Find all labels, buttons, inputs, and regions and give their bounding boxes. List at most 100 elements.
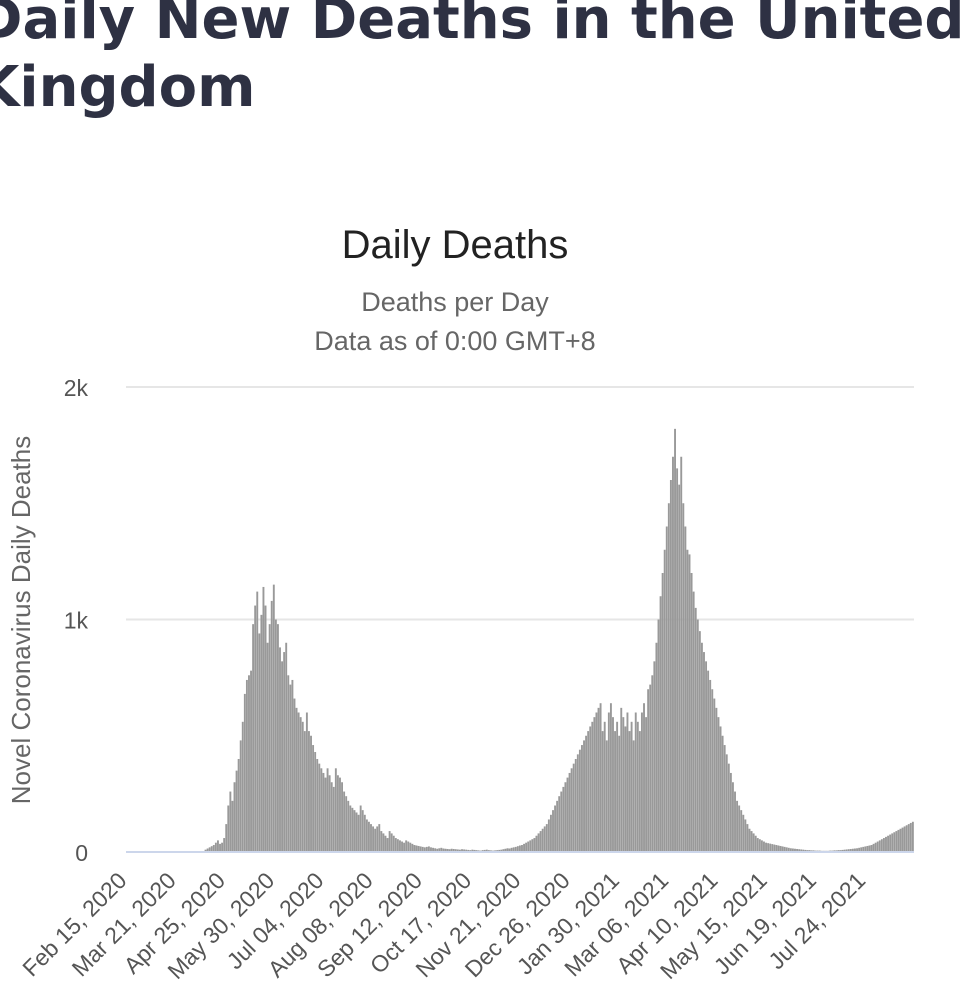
bar bbox=[423, 847, 426, 852]
bar bbox=[430, 847, 432, 852]
bar bbox=[583, 740, 585, 852]
bar bbox=[312, 745, 315, 852]
y-axis-label: Novel Coronavirus Daily Deaths bbox=[6, 436, 36, 804]
bar bbox=[554, 805, 557, 852]
bar bbox=[746, 824, 749, 852]
bar bbox=[547, 819, 550, 852]
bar bbox=[355, 812, 358, 852]
bar bbox=[473, 849, 476, 852]
bar bbox=[731, 782, 734, 852]
bar bbox=[758, 839, 761, 852]
bar bbox=[841, 849, 844, 852]
bar bbox=[427, 846, 430, 852]
y-axis-ticks: 0 1k 2k bbox=[64, 375, 89, 866]
bar bbox=[572, 763, 575, 852]
bar bbox=[262, 586, 265, 852]
bar bbox=[243, 693, 246, 852]
bar bbox=[221, 842, 224, 852]
bar bbox=[711, 689, 714, 852]
bar bbox=[636, 721, 639, 852]
bar bbox=[705, 661, 708, 852]
bar bbox=[754, 835, 757, 852]
bar bbox=[885, 836, 887, 852]
bar bbox=[680, 456, 683, 852]
bar bbox=[539, 831, 542, 852]
bar bbox=[376, 826, 379, 852]
bar bbox=[533, 838, 536, 852]
bar bbox=[686, 549, 689, 852]
bar bbox=[339, 777, 341, 852]
grid-lines bbox=[126, 386, 914, 621]
bar bbox=[605, 740, 608, 852]
bar bbox=[620, 707, 623, 852]
bar bbox=[763, 841, 765, 852]
bar bbox=[578, 749, 581, 852]
bar bbox=[672, 456, 674, 852]
bar bbox=[291, 679, 294, 852]
bar bbox=[612, 717, 614, 852]
bar bbox=[283, 652, 286, 852]
bar bbox=[899, 828, 902, 852]
bar bbox=[698, 631, 701, 853]
bar bbox=[415, 845, 418, 852]
bar bbox=[775, 845, 778, 852]
bar bbox=[510, 847, 513, 852]
bar bbox=[694, 607, 697, 853]
bar bbox=[640, 712, 643, 852]
bar bbox=[442, 848, 445, 852]
bar bbox=[465, 849, 468, 852]
bar bbox=[407, 841, 410, 852]
bar bbox=[252, 624, 255, 852]
bar bbox=[787, 847, 790, 852]
bar bbox=[667, 503, 670, 852]
bars bbox=[204, 428, 914, 853]
bar bbox=[363, 814, 366, 852]
bar bbox=[225, 824, 228, 852]
bar bbox=[903, 826, 906, 852]
bar bbox=[591, 721, 594, 852]
bar bbox=[322, 772, 325, 852]
bar bbox=[717, 717, 720, 852]
bar bbox=[461, 849, 463, 852]
bar bbox=[777, 845, 780, 852]
bar bbox=[789, 848, 792, 852]
bar bbox=[297, 712, 300, 852]
bar bbox=[417, 845, 420, 852]
bar bbox=[444, 848, 447, 852]
bar bbox=[411, 843, 414, 852]
bar bbox=[279, 647, 281, 852]
bar bbox=[866, 845, 869, 852]
bar bbox=[719, 726, 722, 852]
bar bbox=[405, 840, 408, 853]
bar bbox=[463, 849, 466, 852]
bar bbox=[721, 735, 724, 852]
bar bbox=[707, 670, 710, 852]
bar bbox=[785, 847, 788, 852]
bar bbox=[396, 839, 399, 852]
bar bbox=[516, 846, 519, 852]
bar bbox=[692, 591, 695, 852]
bar bbox=[320, 768, 323, 852]
bar bbox=[562, 786, 565, 852]
bar bbox=[804, 849, 807, 852]
bar bbox=[566, 777, 569, 852]
bar bbox=[421, 846, 424, 852]
bar bbox=[587, 731, 590, 852]
bar bbox=[659, 596, 662, 852]
bar bbox=[452, 848, 455, 852]
bar bbox=[760, 840, 763, 853]
bar bbox=[295, 707, 298, 852]
bar bbox=[868, 845, 871, 852]
bar bbox=[750, 831, 753, 852]
bar bbox=[564, 782, 567, 852]
bar bbox=[618, 735, 621, 852]
bar bbox=[870, 845, 873, 852]
bar bbox=[651, 675, 654, 852]
bar bbox=[336, 775, 339, 852]
bar bbox=[399, 840, 401, 853]
bar bbox=[210, 846, 213, 852]
bar bbox=[669, 480, 672, 852]
bar bbox=[696, 619, 699, 852]
bar bbox=[727, 763, 730, 852]
bar bbox=[729, 772, 732, 852]
